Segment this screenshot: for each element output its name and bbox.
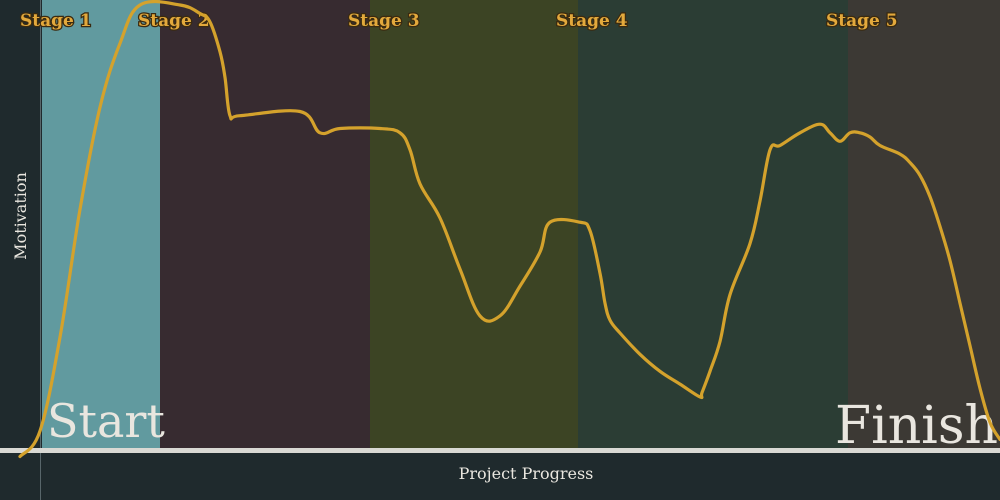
start-label: Start <box>47 394 165 448</box>
stage-labels: Stage 1 Stage 2 Stage 3 Stage 4 Stage 5 <box>19 10 899 33</box>
stage-band-2 <box>160 0 370 448</box>
x-axis-label: Project Progress <box>459 464 594 483</box>
x-axis-bar <box>0 448 1000 453</box>
stage-band-3 <box>370 0 578 448</box>
finish-label: Finish <box>835 396 998 456</box>
stage-label-1: Stage 1 <box>20 11 92 31</box>
stage-label-5: Stage 5 <box>826 11 898 31</box>
stage-label-4: Stage 4 <box>556 11 628 31</box>
y-axis-label: Motivation <box>11 172 30 260</box>
series-line <box>18 0 1000 459</box>
stage-label-3: Stage 3 <box>348 11 420 31</box>
stage-label-2: Stage 2 <box>138 11 210 31</box>
stage-band-4 <box>578 0 848 448</box>
stage-band-5 <box>848 0 1000 448</box>
stage-bands <box>42 0 1000 448</box>
stage-band-1 <box>42 0 160 448</box>
